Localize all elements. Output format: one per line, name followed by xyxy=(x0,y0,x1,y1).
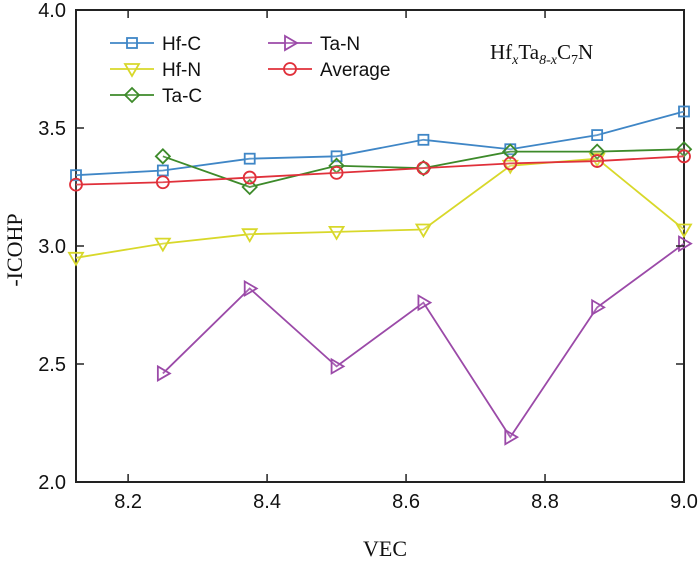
data-point xyxy=(330,357,346,375)
formula-part: 8-x xyxy=(539,53,558,68)
legend: Hf-C Hf-N Ta-C Ta-N Average xyxy=(110,34,390,107)
series-line xyxy=(75,110,685,177)
legend-label: Ta-C xyxy=(162,86,202,107)
formula-part: N xyxy=(578,40,593,64)
data-point xyxy=(416,161,431,176)
y-tick-label: 3.0 xyxy=(38,236,66,258)
data-point xyxy=(417,294,433,312)
formula-part: Ta xyxy=(518,40,539,64)
data-point xyxy=(328,225,346,241)
legend-item: Hf-N xyxy=(110,60,201,81)
legend-marker xyxy=(284,34,299,52)
formula-part: C xyxy=(557,40,571,64)
y-tick-label: 2.5 xyxy=(38,354,66,376)
x-tick-label: 8.6 xyxy=(392,491,420,513)
data-point xyxy=(504,428,520,446)
data-point xyxy=(414,223,432,239)
series-layer xyxy=(67,105,693,446)
legend-item: Hf-C xyxy=(110,34,201,55)
data-point xyxy=(69,177,83,192)
data-point xyxy=(156,364,172,383)
formula-part: Hf xyxy=(490,40,512,64)
y-axis-title: -ICOHP xyxy=(2,213,27,286)
y-tick-label: 4.0 xyxy=(38,0,66,22)
data-point xyxy=(243,279,259,298)
data-point xyxy=(591,298,606,316)
series-line xyxy=(75,157,685,259)
legend-item: Ta-N xyxy=(268,34,360,55)
x-tick-label: 9.0 xyxy=(670,491,698,513)
data-point xyxy=(675,223,693,239)
series-line xyxy=(162,242,685,439)
data-point xyxy=(243,152,256,165)
series-average xyxy=(69,149,691,192)
data-point xyxy=(591,129,604,141)
series-hf-c xyxy=(70,105,690,182)
legend-label: Ta-N xyxy=(320,34,360,55)
y-tick-label: 3.5 xyxy=(38,118,66,140)
data-point xyxy=(675,140,693,158)
formula-part: x xyxy=(511,53,519,68)
series-hf-n xyxy=(67,152,693,267)
data-point xyxy=(67,251,85,267)
series-line xyxy=(75,155,685,186)
data-point xyxy=(155,175,170,190)
formula-annotation: HfxTa8-xC7N xyxy=(490,40,593,68)
legend-label: Hf-N xyxy=(162,60,201,81)
x-tick-label: 8.8 xyxy=(531,491,559,513)
y-tick-label: 2.0 xyxy=(38,472,66,494)
legend-label: Average xyxy=(320,60,390,81)
legend-marker xyxy=(283,62,297,76)
data-point xyxy=(678,235,693,253)
legend-marker xyxy=(126,37,138,49)
x-axis-title: VEC xyxy=(363,536,407,561)
data-point xyxy=(502,143,519,160)
ticks-layer: 8.2 8.4 8.6 8.8 9.0 2.0 2.5 3.0 3.5 4.0 xyxy=(38,0,698,513)
legend-item: Ta-C xyxy=(110,86,202,107)
x-tick-label: 8.4 xyxy=(253,491,281,513)
legend-item: Average xyxy=(268,60,390,81)
data-point xyxy=(241,228,259,243)
data-point xyxy=(417,133,430,146)
data-point xyxy=(329,165,344,180)
data-point xyxy=(70,169,82,182)
data-point xyxy=(154,148,172,165)
data-point xyxy=(242,170,257,185)
data-point xyxy=(156,164,169,177)
legend-marker xyxy=(123,63,141,78)
legend-marker xyxy=(123,86,141,104)
legend-label: Hf-C xyxy=(162,34,201,55)
data-point xyxy=(677,149,691,164)
series-ta-n xyxy=(156,235,693,446)
data-point xyxy=(330,150,343,163)
x-tick-label: 8.2 xyxy=(114,491,142,513)
formula-part: 7 xyxy=(571,53,578,68)
data-point xyxy=(590,154,605,168)
data-point xyxy=(503,156,518,171)
data-point xyxy=(678,105,690,118)
data-point xyxy=(154,237,172,253)
